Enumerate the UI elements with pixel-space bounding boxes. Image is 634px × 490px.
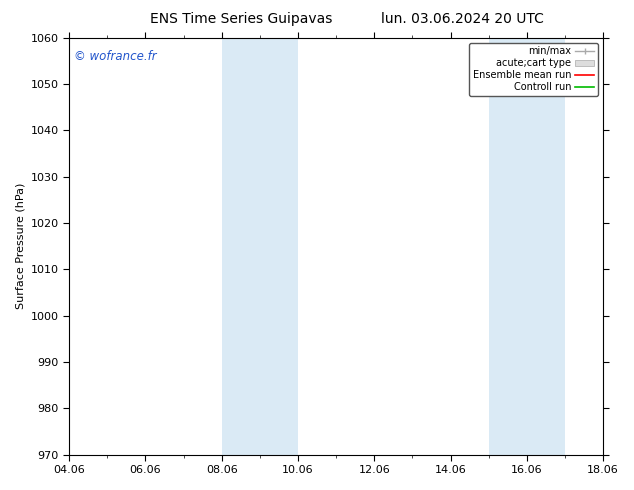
Bar bbox=[222, 38, 298, 455]
Text: ENS Time Series Guipavas: ENS Time Series Guipavas bbox=[150, 12, 332, 26]
Text: lun. 03.06.2024 20 UTC: lun. 03.06.2024 20 UTC bbox=[382, 12, 544, 26]
Y-axis label: Surface Pressure (hPa): Surface Pressure (hPa) bbox=[15, 183, 25, 309]
Text: © wofrance.fr: © wofrance.fr bbox=[74, 50, 157, 63]
Bar bbox=[489, 38, 565, 455]
Legend: min/max, acute;cart type, Ensemble mean run, Controll run: min/max, acute;cart type, Ensemble mean … bbox=[469, 43, 598, 96]
